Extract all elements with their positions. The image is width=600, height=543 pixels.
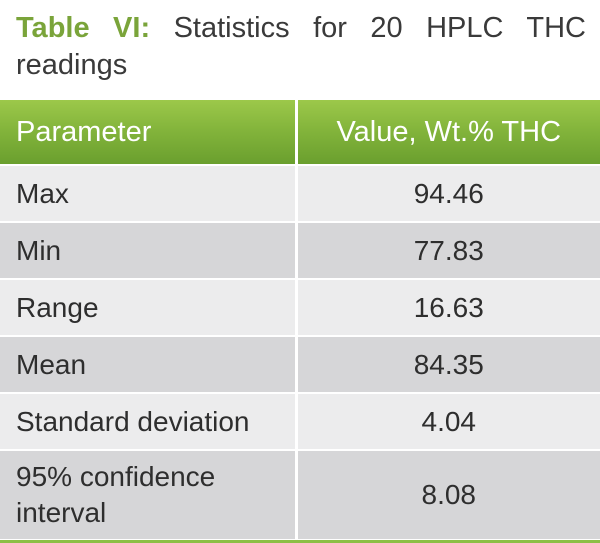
table-body: Max 94.46 Min 77.83 Range 16.63 Mean 84.… bbox=[0, 165, 600, 541]
row-parameter: Standard deviation bbox=[0, 393, 298, 451]
row-parameter: Range bbox=[0, 279, 298, 337]
row-value: 84.35 bbox=[296, 336, 600, 394]
table-number-label: Table VI: bbox=[16, 12, 151, 44]
row-value: 4.04 bbox=[296, 393, 600, 451]
header-value: Value, Wt.% THC bbox=[296, 100, 600, 166]
table-row: Range 16.63 bbox=[0, 279, 600, 337]
row-value: 94.46 bbox=[296, 165, 600, 223]
table-row: Mean 84.35 bbox=[0, 336, 600, 394]
row-value: 16.63 bbox=[296, 279, 600, 337]
row-value: 8.08 bbox=[296, 450, 600, 541]
table-row: Standard deviation 4.04 bbox=[0, 393, 600, 451]
table-header: Parameter Value, Wt.% THC bbox=[0, 100, 600, 166]
table-caption: Table VI: Statistics for 20 HPLC THC rea… bbox=[16, 10, 586, 84]
table-row: Min 77.83 bbox=[0, 222, 600, 280]
statistics-table: Parameter Value, Wt.% THC Max 94.46 Min … bbox=[0, 100, 600, 541]
header-row: Parameter Value, Wt.% THC bbox=[0, 100, 600, 166]
table-row: 95% confidence interval 8.08 bbox=[0, 450, 600, 541]
row-parameter: 95% confidence interval bbox=[0, 450, 298, 541]
table-row: Max 94.46 bbox=[0, 165, 600, 223]
bottom-rule bbox=[0, 540, 600, 543]
row-parameter: Max bbox=[0, 165, 298, 223]
row-parameter: Mean bbox=[0, 336, 298, 394]
row-parameter: Min bbox=[0, 222, 298, 280]
row-value: 77.83 bbox=[296, 222, 600, 280]
table-title: Statistics for 20 HPLC THC readings bbox=[16, 12, 586, 81]
header-parameter: Parameter bbox=[0, 100, 298, 166]
